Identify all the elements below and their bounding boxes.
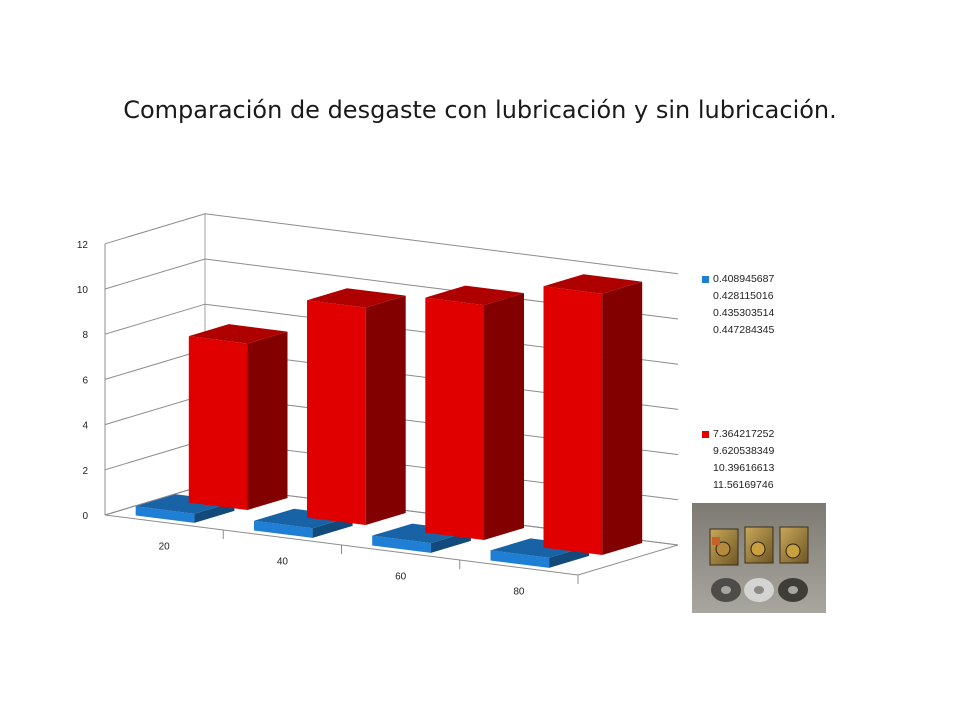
y-tick-label: 4	[82, 421, 88, 432]
legend-label: 7.364217252	[713, 428, 775, 440]
slide-title: Comparación de desgaste con lubricación …	[123, 96, 837, 124]
bar-front-face	[372, 535, 431, 553]
legend-series-1: 0.408945687 0.428115016 0.435303514 0.44728…	[702, 271, 774, 339]
x-tick-label: 20	[159, 542, 171, 553]
legend-label: 10.39616613	[713, 462, 775, 474]
legend-entry-line: 11.56169746	[702, 477, 774, 494]
legend-entry-line: 0.435303514	[702, 305, 774, 322]
bar-top-face	[543, 274, 643, 294]
legend-entry-line: 7.364217252	[702, 426, 774, 443]
legend-entry-line: 0.428115016	[702, 288, 774, 305]
x-tick-label: 60	[395, 572, 407, 583]
bar-side-face	[602, 281, 643, 555]
bar-side-face	[247, 331, 288, 510]
legend-entry-line: 0.408945687	[702, 271, 774, 288]
bar-front-face	[254, 520, 313, 538]
bar-front-face	[307, 300, 366, 525]
legend-entry-line: 0.447284345	[702, 322, 774, 339]
series-1-bars	[135, 494, 590, 568]
bar-top-face	[425, 285, 524, 306]
bar-side-face	[365, 295, 406, 525]
bar-top-face	[188, 324, 288, 344]
legend-series-2: 7.364217252 9.620538349 10.39616613 11.5616…	[702, 426, 774, 494]
bar-front-face	[490, 550, 550, 568]
series-2-bars	[188, 274, 643, 555]
y-tick-label: 6	[82, 375, 88, 386]
bar-front-face	[188, 336, 248, 510]
gridline	[104, 213, 679, 275]
chart-floor	[104, 484, 679, 576]
bar-side-face	[484, 293, 524, 540]
legend-label: 0.435303514	[713, 307, 775, 319]
legend-entry-line: 9.620538349	[702, 443, 774, 460]
y-tick-label: 8	[82, 330, 88, 341]
legend-swatch	[702, 276, 709, 283]
legend-label: 9.620538349	[713, 445, 775, 457]
y-tick-label: 0	[82, 511, 88, 522]
legend-swatch	[702, 431, 709, 438]
legend-label: 0.447284345	[713, 324, 775, 336]
x-tick-label: 40	[277, 557, 289, 568]
bar-front-face	[135, 506, 195, 523]
y-axis-tick-labels: 0 2 4 6 8 10 12	[77, 240, 89, 522]
bar-front-face	[425, 297, 484, 540]
x-tick-label: 80	[513, 587, 525, 598]
y-tick-label: 2	[82, 466, 88, 477]
series-2-bar	[188, 324, 288, 510]
washers-and-blocks-photo	[692, 503, 826, 613]
y-tick-label: 10	[77, 285, 89, 296]
bar-front-face	[543, 286, 603, 555]
legend-label: 11.56169746	[713, 479, 774, 491]
bar-top-face	[307, 288, 406, 308]
series-2-bar	[307, 288, 406, 525]
legend-label: 0.408945687	[713, 273, 775, 285]
y-tick-label: 12	[77, 240, 89, 251]
x-axis-tick-labels: 20 40 60 80	[159, 530, 579, 598]
series-2-bar	[543, 274, 643, 555]
legend-label: 0.428115016	[713, 290, 774, 302]
series-2-bar	[425, 285, 524, 540]
legend-entry-line: 10.39616613	[702, 460, 774, 477]
floor-outline	[104, 484, 679, 576]
